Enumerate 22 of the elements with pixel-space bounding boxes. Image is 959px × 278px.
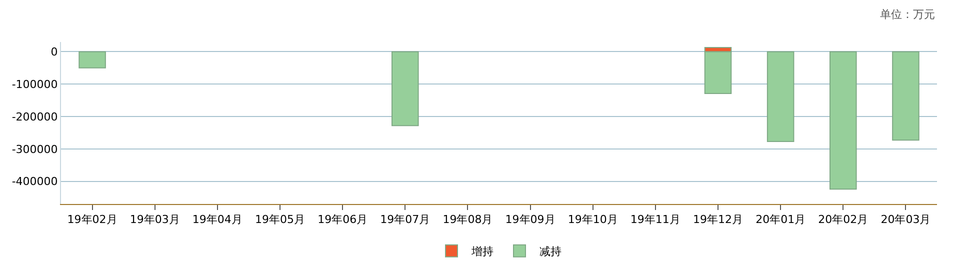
x-tick-label: 19年10月 bbox=[568, 213, 618, 226]
x-tick-label: 19年11月 bbox=[630, 213, 680, 226]
x-tick-label: 19年12月 bbox=[693, 213, 743, 226]
y-tick-label: -100000 bbox=[12, 78, 58, 91]
y-tick-label: -300000 bbox=[12, 142, 58, 156]
y-tick-label: -400000 bbox=[12, 175, 58, 188]
x-tick-label: 19年04月 bbox=[192, 213, 242, 226]
legend-label: 减持 bbox=[540, 245, 562, 258]
legend-label: 增持 bbox=[470, 245, 494, 258]
x-tick-label: 19年05月 bbox=[255, 213, 305, 226]
text: 单位：万元 bbox=[880, 8, 935, 21]
x-tick-label: 20年02月 bbox=[818, 213, 868, 226]
x-tick-label: 19年02月 bbox=[67, 213, 118, 226]
x-tick-label: 19年09月 bbox=[505, 213, 556, 226]
x-tick-label: 19年06月 bbox=[318, 213, 368, 226]
x-tick-label: 20年01月 bbox=[756, 213, 806, 226]
y-tick-label: -200000 bbox=[12, 110, 58, 124]
x-tick-label: 19年07月 bbox=[380, 213, 430, 226]
x-tick-label: 19年08月 bbox=[442, 213, 493, 226]
y-tick-label: 0 bbox=[50, 46, 58, 59]
x-tick-label: 20年03月 bbox=[880, 213, 931, 226]
x-tick-label: 19年03月 bbox=[130, 213, 180, 226]
